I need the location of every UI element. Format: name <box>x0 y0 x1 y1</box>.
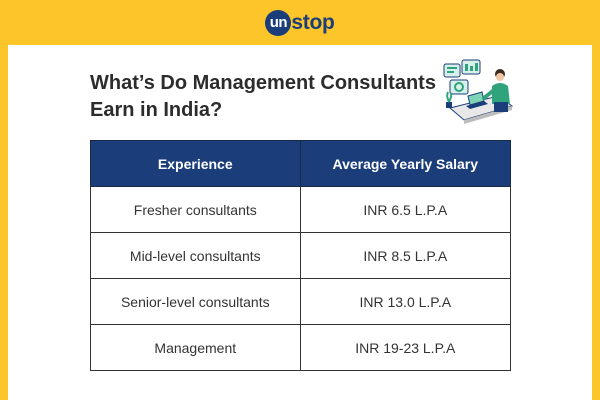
title-line-1: What’s Do Management Consultants <box>90 72 436 94</box>
title-line-2: Earn in India? <box>90 99 223 121</box>
table-row: Mid-level consultants INR 8.5 L.P.A <box>90 232 512 279</box>
column-header-experience: Experience <box>90 140 301 187</box>
table-row: Management INR 19-23 L.P.A <box>90 324 512 371</box>
salary-cell: INR 19-23 L.P.A <box>299 324 512 371</box>
logo-mark: un <box>265 9 292 36</box>
experience-cell: Fresher consultants <box>90 186 301 233</box>
logo-wordmark: stop <box>291 10 335 34</box>
experience-cell: Mid-level consultants <box>90 232 301 279</box>
page-title: What’s Do Management Consultants Earn in… <box>90 70 450 124</box>
column-header-salary: Average Yearly Salary <box>299 140 512 187</box>
table-row: Senior-level consultants INR 13.0 L.P.A <box>90 278 512 325</box>
header-bar: un stop <box>0 0 600 45</box>
salary-cell: INR 6.5 L.P.A <box>299 186 512 233</box>
experience-cell: Senior-level consultants <box>90 278 301 325</box>
consultant-at-desk-icon <box>443 59 514 124</box>
salary-cell: INR 8.5 L.P.A <box>299 232 512 279</box>
brand-logo[interactable]: un stop <box>265 9 335 36</box>
table-row: Fresher consultants INR 6.5 L.P.A <box>90 186 512 233</box>
table-header-row: Experience Average Yearly Salary <box>90 140 512 187</box>
salary-cell: INR 13.0 L.P.A <box>299 278 512 325</box>
experience-cell: Management <box>90 324 301 371</box>
salary-table: Experience Average Yearly Salary Fresher… <box>90 140 512 371</box>
